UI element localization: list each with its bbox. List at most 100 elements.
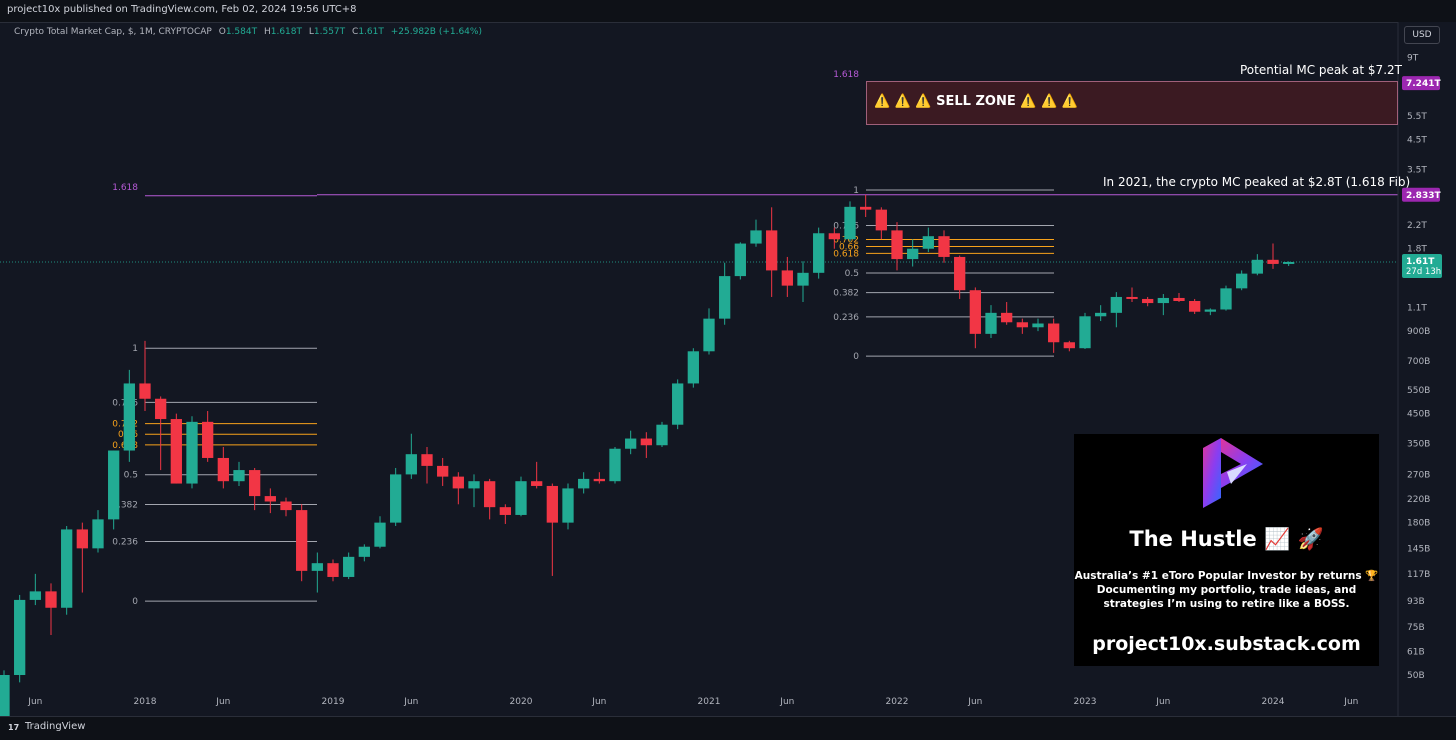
price-tick-label: 270B [1407,470,1430,480]
time-tick-label: 2020 [510,697,533,707]
fib-level-label: 1 [132,344,138,354]
symbol-legend: Crypto Total Market Cap, $, 1M, CRYPTOCA… [14,27,482,37]
high-key: H [263,27,271,37]
candle-body [405,454,417,475]
candle-body [280,501,292,511]
time-tick-label: Jun [1343,697,1358,707]
promo-url[interactable]: project10x.substack.com [1092,633,1361,655]
level-badge [1402,76,1440,91]
price-chart[interactable]: 10.7860.7020.660.6180.50.3820.236010.786… [0,22,1456,716]
candle-body [938,236,950,257]
candle-body [1079,316,1091,349]
candle-body [593,478,605,482]
candle-body [92,519,104,549]
level-badge-text: 7.241T [1406,79,1441,89]
symbol-name[interactable]: Crypto Total Market Cap, $, 1M, CRYPTOCA… [14,27,212,37]
footer-bar: 17 TradingView [0,716,1456,740]
candle-body [0,675,10,716]
candle-body [499,507,511,515]
price-tick-label: 5.5T [1407,112,1427,122]
hustle-logo-icon [1203,438,1263,508]
currency-button[interactable]: USD [1404,26,1440,44]
extension-label-right: 1.618 [833,70,859,80]
high-value: 1.618T [270,27,302,37]
candle-body [907,248,919,260]
open-value: 1.584T [225,27,258,37]
candle-body [1095,312,1107,317]
candle-body [452,476,464,489]
candle-body [781,270,793,286]
candle-body [296,510,308,571]
time-tick-label: Jun [27,697,42,707]
candle-body [327,563,339,577]
fib-level-label: 0.5 [124,471,138,481]
countdown-text: 27d 13h [1406,267,1441,277]
candle-body [123,383,135,451]
candle-body [1048,323,1060,343]
price-tick-label: 117B [1407,570,1430,580]
fib-level-label: 0.618 [833,249,859,259]
extension-label-left: 1.618 [112,183,138,193]
candle-body [186,421,198,484]
publisher-text: project10x published on TradingView.com,… [7,4,357,15]
candle-body [374,522,386,547]
price-axis[interactable]: 9T 5.5T 4.5T 3.5T 2.2T 1.8T 1.1T 900B 700B 550B 45… [1397,22,1456,716]
candle-body [264,496,276,502]
price-tick-label: 1.8T [1407,245,1427,255]
candle-body [1110,296,1122,313]
candle-body [813,233,825,273]
change-value: +25.982B (+1.64%) [390,27,482,37]
candle-body [640,438,652,446]
time-tick-label: Jun [1155,697,1170,707]
candle-body [609,448,621,482]
promo-description: Australia’s #1 eToro Popular Investor by… [1074,570,1379,610]
candle-body [421,454,433,466]
candles [0,194,1295,716]
time-axis[interactable]: Jun 2018 Jun 2019 Jun 2020 Jun 2021 Jun 2022 Jun 20… [27,697,1358,707]
candle-body [656,424,668,446]
candle-body [1267,259,1279,264]
time-tick-label: 2019 [322,697,345,707]
sell-zone-label: ⚠️ ⚠️ ⚠️ SELL ZONE ⚠️ ⚠️ ⚠️ [874,94,1078,109]
candle-body [828,233,840,240]
publisher-bar: project10x published on TradingView.com,… [0,0,1456,23]
candle-body [985,312,997,334]
time-tick-label: 2018 [134,697,157,707]
candle-body [358,546,370,557]
candle-body [1173,297,1185,301]
candle-body [45,591,57,608]
potential-peak-annotation[interactable]: Potential MC peak at $7.2T [1240,63,1402,77]
candle-body [1251,259,1263,274]
price-tick-label: 700B [1407,357,1430,367]
time-tick-label: Jun [591,697,606,707]
tradingview-logo-icon: 17 [8,723,20,732]
candle-body [311,563,323,571]
candle-body [155,398,167,420]
candle-body [1126,296,1138,299]
price-badge-text: 1.61T [1406,257,1435,267]
candle-body [766,230,778,271]
time-tick-label: 2023 [1074,697,1097,707]
price-tick-label: 1.1T [1407,303,1427,313]
sell-zone-box[interactable]: ⚠️ ⚠️ ⚠️ SELL ZONE ⚠️ ⚠️ ⚠️ [866,81,1398,125]
candle-body [922,236,934,249]
candle-body [170,419,182,484]
price-tick-label: 145B [1407,544,1430,554]
candle-body [719,276,731,319]
candle-body [29,591,41,600]
candle-body [578,478,590,489]
promo-card: The Hustle 📈 🚀 Australia’s #1 eToro Popu… [1074,434,1379,666]
peak-2021-annotation[interactable]: In 2021, the crypto MC peaked at $2.8T (… [1103,175,1411,189]
candle-body [954,256,966,291]
time-tick-label: Jun [779,697,794,707]
fib-level-label: 0.66 [839,242,859,252]
candle-body [672,383,684,425]
candle-body [1204,309,1216,312]
fib-level-label: 0.702 [833,235,859,245]
price-tick-label: 50B [1407,671,1425,681]
candle-body [1001,312,1013,323]
price-tick-label: 61B [1407,647,1425,657]
footer-brand[interactable]: TradingView [25,721,86,732]
candle-body [249,470,261,497]
time-tick-label: 2022 [886,697,909,707]
